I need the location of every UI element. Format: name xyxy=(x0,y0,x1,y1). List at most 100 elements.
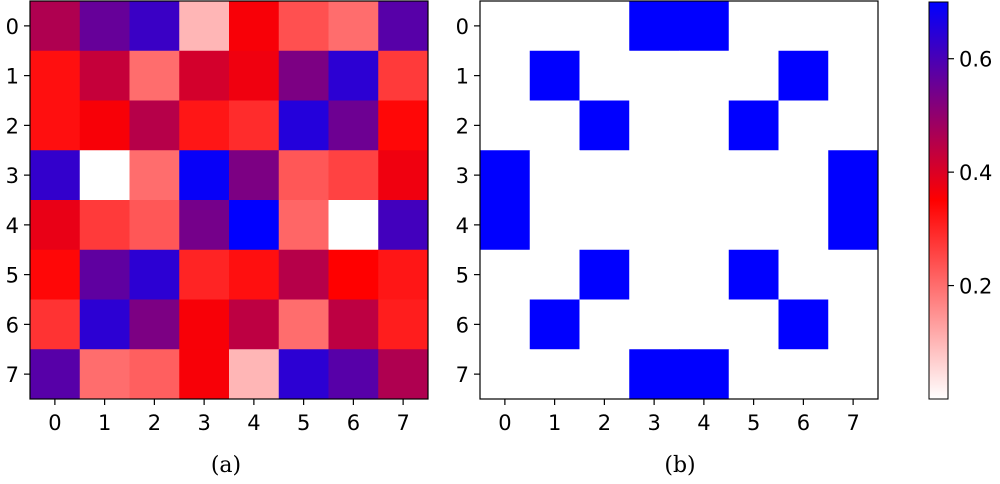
heatmap-cell xyxy=(579,249,630,300)
heatmap-cell xyxy=(378,200,429,251)
heatmap-cell xyxy=(328,100,379,151)
heatmap-cell xyxy=(480,50,531,101)
heatmap-cell xyxy=(579,50,630,101)
heatmap-cell xyxy=(278,249,329,300)
heatmap-cell xyxy=(179,249,230,300)
heatmap-cell xyxy=(278,1,329,52)
heatmap-cell xyxy=(579,200,630,251)
heatmap-cell xyxy=(828,349,879,400)
y-tick-label: 5 xyxy=(456,264,469,288)
heatmap-cell xyxy=(79,349,130,400)
y-tick-label: 7 xyxy=(456,363,469,387)
heatmap-cell xyxy=(179,299,230,350)
x-tick-label: 6 xyxy=(347,411,360,435)
heatmap-cell xyxy=(728,150,779,201)
heatmap-cell xyxy=(328,249,379,300)
heatmap-cell xyxy=(629,349,680,400)
heatmap-cell xyxy=(179,50,230,101)
heatmap-cell xyxy=(579,349,630,400)
heatmap-cell xyxy=(328,349,379,400)
heatmap-cell xyxy=(579,1,630,52)
y-tick-label: 4 xyxy=(456,214,469,238)
heatmap-cell xyxy=(480,100,531,151)
heatmap-cell xyxy=(828,150,879,201)
heatmap-cell xyxy=(778,299,829,350)
heatmap-cell xyxy=(328,50,379,101)
y-tick-label: 3 xyxy=(456,164,469,188)
heatmap-cell xyxy=(378,299,429,350)
y-tick-label: 1 xyxy=(6,65,19,89)
x-tick-label: 1 xyxy=(548,411,561,435)
heatmap-a: 0 1 2 3 4 5 6 7 0 1 2 3 4 5 6 7 xyxy=(6,0,429,435)
heatmap-cell xyxy=(778,1,829,52)
heatmap-cell xyxy=(229,1,280,52)
heatmap-cell xyxy=(579,100,630,151)
heatmap-cell xyxy=(480,200,531,251)
heatmap-cell xyxy=(728,100,779,151)
heatmap-cell xyxy=(278,200,329,251)
heatmap-cell xyxy=(728,349,779,400)
heatmap-cell xyxy=(679,299,730,350)
heatmap-cell xyxy=(229,249,280,300)
axes-frame xyxy=(479,0,879,400)
heatmap-cell xyxy=(378,1,429,52)
heatmap-cell xyxy=(828,50,879,101)
heatmap-cell xyxy=(728,249,779,300)
heatmap-cell xyxy=(529,200,580,251)
axes-frame xyxy=(29,0,429,400)
y-tick-label: 3 xyxy=(6,164,19,188)
heatmap-cell xyxy=(629,299,680,350)
heatmap-cell xyxy=(378,249,429,300)
y-tick-label: 6 xyxy=(6,313,19,337)
heatmap-cell xyxy=(79,299,130,350)
x-tick-label: 7 xyxy=(396,411,409,435)
heatmap-cell xyxy=(728,200,779,251)
y-tick-label: 0 xyxy=(456,15,469,39)
y-tick-label: 2 xyxy=(456,114,469,138)
heatmap-cell xyxy=(79,100,130,151)
heatmap-cell xyxy=(129,150,180,201)
heatmap-cell xyxy=(30,150,81,201)
heatmap-cell xyxy=(278,50,329,101)
y-tick-label: 4 xyxy=(6,214,19,238)
colorbar-tick-label: 0.4 xyxy=(959,161,992,185)
heatmap-cell xyxy=(728,299,779,350)
heatmap-cell xyxy=(229,100,280,151)
heatmap-cell xyxy=(30,200,81,251)
heatmap-cell xyxy=(229,349,280,400)
x-tick-label: 0 xyxy=(498,411,511,435)
x-tick-label: 5 xyxy=(747,411,760,435)
heatmap-cell xyxy=(129,50,180,101)
heatmap-cell xyxy=(778,100,829,151)
heatmap-cell xyxy=(79,200,130,251)
heatmap-cell xyxy=(679,50,730,101)
heatmap-cell xyxy=(328,299,379,350)
heatmap-cell xyxy=(629,50,680,101)
heatmap-cell xyxy=(480,299,531,350)
x-tick-label: 5 xyxy=(297,411,310,435)
heatmap-cell xyxy=(229,150,280,201)
heatmap-cell xyxy=(828,100,879,151)
heatmap-cell xyxy=(129,349,180,400)
heatmap-cell xyxy=(579,299,630,350)
heatmap-cell xyxy=(278,299,329,350)
heatmap-cell xyxy=(179,349,230,400)
heatmap-cell xyxy=(278,100,329,151)
heatmap-cell xyxy=(828,1,879,52)
heatmap-cell xyxy=(529,299,580,350)
colorbar: 0.2 0.4 0.6 xyxy=(928,1,992,400)
x-tick-label: 0 xyxy=(48,411,61,435)
colorbar-tick-label: 0.6 xyxy=(959,48,992,72)
heatmap-cell xyxy=(378,50,429,101)
x-tick-label: 4 xyxy=(697,411,710,435)
heatmap-cell xyxy=(179,1,230,52)
heatmap-cell xyxy=(79,150,130,201)
y-tick-label: 1 xyxy=(456,65,469,89)
heatmap-cell xyxy=(129,200,180,251)
heatmap-cell xyxy=(480,150,531,201)
heatmap-cell xyxy=(529,100,580,151)
heatmap-cell xyxy=(229,50,280,101)
heatmap-cell xyxy=(229,299,280,350)
caption-b: (b) xyxy=(664,453,695,478)
heatmap-cell xyxy=(679,249,730,300)
